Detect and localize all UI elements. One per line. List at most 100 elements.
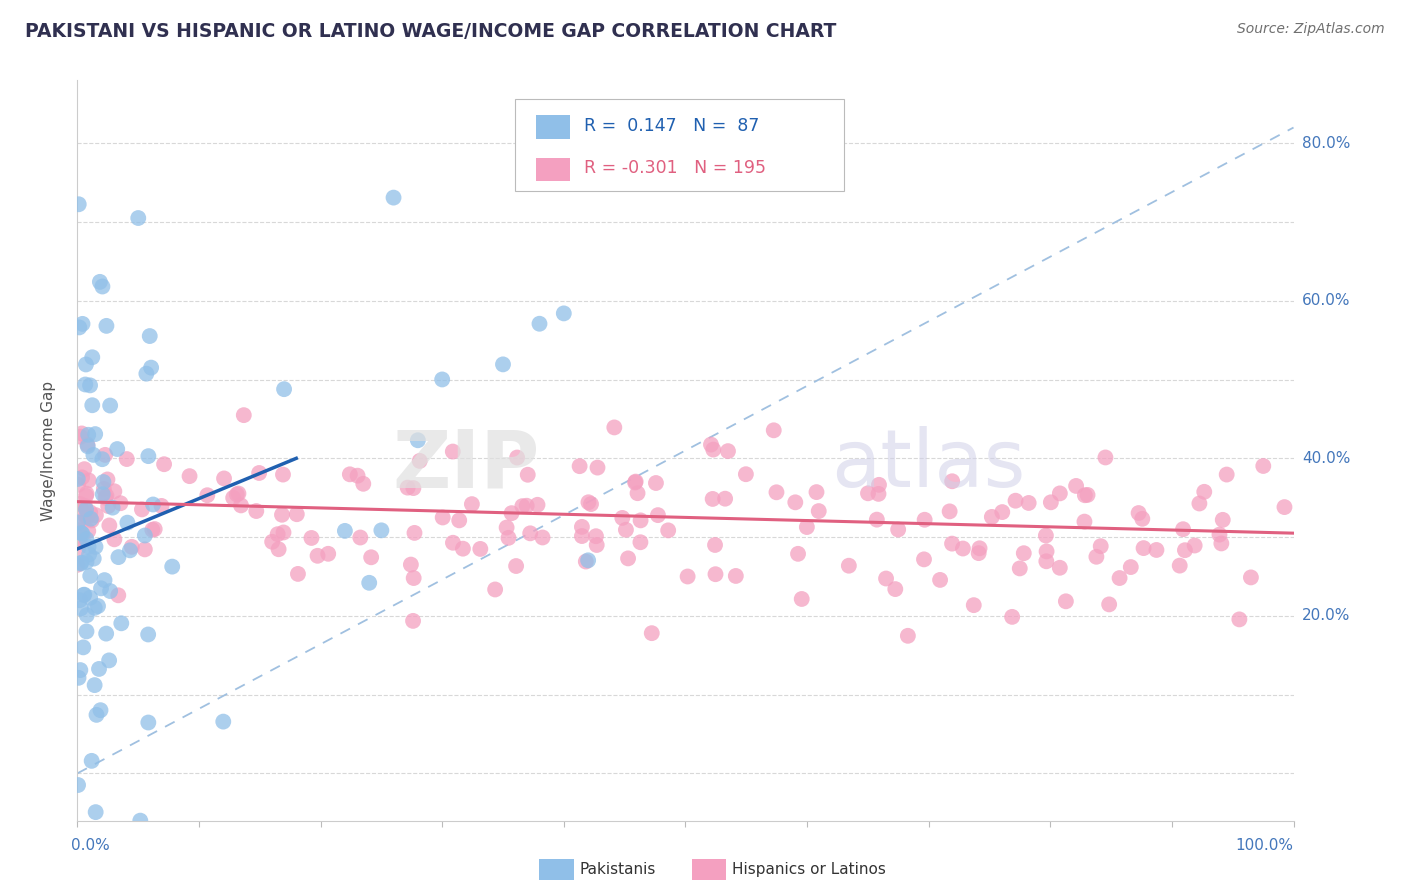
Point	[409, 454, 432, 468]
Point	[110, 616, 132, 631]
Point	[66, 516, 89, 530]
Point	[579, 497, 602, 511]
Point	[150, 499, 173, 513]
Point	[134, 528, 156, 542]
Point	[787, 547, 810, 561]
FancyBboxPatch shape	[536, 115, 569, 138]
Point	[96, 489, 118, 503]
Point	[76, 555, 98, 569]
Point	[647, 508, 669, 523]
Point	[96, 473, 118, 487]
Point	[70, 556, 93, 570]
Point	[98, 653, 121, 667]
Point	[94, 491, 117, 505]
Point	[69, 601, 91, 615]
Point	[807, 504, 830, 518]
Point	[142, 498, 165, 512]
Point	[93, 475, 115, 489]
Point	[273, 382, 295, 396]
Point	[67, 320, 90, 334]
Point	[585, 529, 607, 543]
Point	[676, 569, 699, 583]
Point	[402, 481, 425, 495]
Point	[765, 485, 787, 500]
Point	[875, 572, 897, 586]
Point	[516, 467, 538, 482]
Text: PAKISTANI VS HISPANIC OR LATINO WAGE/INCOME GAP CORRELATION CHART: PAKISTANI VS HISPANIC OR LATINO WAGE/INC…	[25, 22, 837, 41]
Point	[856, 486, 879, 500]
Point	[79, 505, 101, 519]
Point	[134, 542, 156, 557]
Point	[1064, 479, 1087, 493]
Point	[75, 377, 97, 392]
Point	[531, 531, 554, 545]
Point	[430, 372, 453, 386]
Point	[222, 491, 245, 505]
Point	[121, 540, 143, 554]
Point	[135, 367, 157, 381]
Point	[91, 487, 114, 501]
Point	[575, 555, 598, 569]
Point	[66, 542, 89, 557]
Point	[266, 527, 288, 541]
Point	[790, 591, 813, 606]
Point	[396, 481, 419, 495]
Point	[1035, 528, 1057, 542]
Point	[714, 491, 737, 506]
Point	[82, 398, 104, 412]
Point	[1108, 571, 1130, 585]
Point	[72, 527, 94, 541]
Point	[969, 541, 991, 556]
Point	[1146, 543, 1168, 558]
Point	[349, 531, 371, 545]
Point	[578, 495, 600, 509]
Point	[1074, 488, 1097, 502]
Point	[1212, 513, 1234, 527]
Point	[1049, 561, 1071, 575]
Point	[702, 442, 724, 457]
Point	[73, 462, 96, 476]
Point	[370, 524, 392, 538]
Point	[449, 513, 471, 527]
Point	[131, 502, 153, 516]
Point	[80, 513, 103, 527]
Point	[76, 608, 98, 623]
Point	[101, 500, 124, 515]
Point	[89, 703, 111, 717]
Point	[645, 475, 668, 490]
Point	[77, 548, 100, 562]
Text: ZIP: ZIP	[392, 426, 540, 504]
Point	[1227, 612, 1250, 626]
Point	[76, 486, 98, 500]
Point	[1188, 496, 1211, 510]
Point	[245, 504, 267, 518]
Point	[702, 491, 724, 506]
Point	[75, 509, 97, 524]
Point	[69, 430, 91, 444]
Point	[339, 467, 361, 482]
Point	[399, 558, 422, 572]
Point	[80, 754, 103, 768]
Point	[301, 531, 323, 545]
Point	[1090, 539, 1112, 553]
FancyBboxPatch shape	[540, 859, 574, 880]
Point	[285, 507, 308, 521]
Point	[87, 662, 110, 676]
Point	[80, 512, 103, 526]
Point	[630, 513, 652, 527]
Point	[1098, 598, 1121, 612]
Point	[115, 452, 138, 467]
Point	[212, 714, 235, 729]
Point	[136, 627, 159, 641]
Point	[461, 497, 484, 511]
Point	[704, 567, 727, 582]
Point	[359, 575, 381, 590]
Point	[69, 593, 91, 607]
Point	[139, 329, 162, 343]
Point	[724, 569, 747, 583]
Point	[333, 524, 356, 538]
Point	[127, 211, 149, 225]
Text: R =  0.147   N =  87: R = 0.147 N = 87	[585, 117, 759, 135]
Point	[571, 529, 593, 543]
Point	[912, 552, 935, 566]
